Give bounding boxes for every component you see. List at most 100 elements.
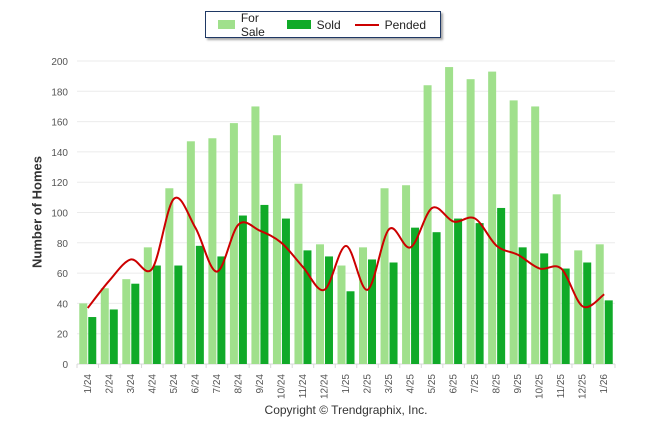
x-tick-label: 8/25 [492,374,503,394]
x-tick-label: 7/25 [470,374,481,394]
bar-for-sale [143,247,152,364]
bar-for-sale [208,138,217,364]
bar-for-sale [380,188,389,364]
x-tick-label: 12/24 [319,374,330,399]
bar-sold [217,256,226,364]
x-tick-label: 10/25 [535,374,546,399]
x-tick-label: 5/24 [169,374,180,394]
bar-sold [238,215,247,364]
y-tick-label: 140 [51,148,68,159]
bar-for-sale [445,67,454,364]
bar-sold [368,259,377,364]
bar-sold [152,265,161,364]
y-tick-label: 80 [57,239,69,250]
legend-item-pended[interactable]: Pended [354,17,426,32]
x-tick-label: 5/25 [427,374,438,394]
for-sale-swatch [218,20,235,29]
bar-sold [411,227,420,364]
x-tick-label: 11/24 [298,374,309,399]
bar-for-sale [251,106,260,364]
y-tick-labels: 0 20 40 60 80 100 120 140 160 180 200 [51,57,68,371]
bar-sold [561,268,570,364]
x-tick-label: 3/25 [384,374,395,394]
bar-for-sale [165,188,174,364]
bar-sold [475,223,484,364]
x-tick-label: 12/25 [578,374,589,399]
bar-sold [604,300,613,364]
bar-sold [88,317,97,364]
bar-for-sale [315,244,324,364]
bar-sold [174,265,183,364]
bar-for-sale [272,135,281,364]
bar-for-sale [488,71,497,364]
bar-for-sale [402,185,411,364]
x-tick-label: 2/24 [104,374,115,394]
x-tick-label: 4/25 [406,374,417,394]
bar-sold [109,309,118,364]
x-tick-label: 11/25 [556,374,567,399]
bar-sold [454,218,463,364]
legend-item-for-sale[interactable]: For Sale [218,11,273,39]
legend: For Sale Sold Pended [205,11,441,39]
bar-for-sale [423,85,432,365]
y-tick-label: 20 [57,330,69,341]
legend-label: For Sale [240,10,265,39]
y-tick-label: 160 [51,118,68,129]
bar-for-sale [122,279,131,364]
x-tick-label: 1/26 [599,374,610,394]
y-tick-label: 180 [51,87,68,98]
x-tick-label: 4/24 [147,374,158,394]
bar-for-sale [359,247,368,364]
bar-sold [195,245,204,364]
bar-sold [432,232,441,364]
bar-sold [260,204,269,364]
x-tick-label: 10/24 [276,374,287,399]
y-tick-label: 60 [57,269,69,280]
y-tick-label: 40 [57,299,69,310]
x-tick-label: 6/24 [190,374,201,394]
bar-for-sale [337,265,346,364]
y-axis-label: Number of Homes [29,156,45,268]
bar-sold [303,250,312,364]
bar-for-sale [186,141,195,364]
legend-item-sold[interactable]: Sold [286,17,341,32]
bar-sold [389,262,398,364]
pended-swatch [354,23,379,26]
bar-for-sale [79,303,88,364]
bars [79,67,613,365]
bar-for-sale [574,250,583,364]
bar-sold [131,283,140,364]
copyright-footer: Copyright © Trendgraphix, Inc. [264,403,428,417]
x-tick-label: 1/25 [341,374,352,394]
bar-sold [324,256,333,364]
bar-for-sale [229,123,238,365]
x-tick-label: 7/24 [212,374,223,394]
bar-sold [346,291,355,364]
y-tick-label: 200 [51,57,68,68]
bar-for-sale [294,183,303,364]
x-tick-label: 9/24 [255,374,266,394]
bar-sold [540,253,549,364]
pended-series-line [86,196,605,309]
x-tick-label: 9/25 [513,374,524,394]
x-tick-labels: 1/24 2/24 3/24 4/24 5/24 6/24 7/24 8/24 9/24 10/2… [83,374,610,399]
x-tick-label: 6/25 [449,374,460,394]
bar-for-sale [509,100,518,364]
bar-for-sale [466,79,475,365]
sold-swatch [286,20,311,29]
bar-for-sale [595,244,604,364]
bar-for-sale [100,288,109,364]
x-tick-label: 8/24 [233,374,244,394]
bar-for-sale [531,106,540,364]
bar-sold [281,218,290,364]
bar-for-sale [552,194,561,364]
y-tick-label: 120 [51,178,68,189]
y-tick-label: 0 [62,360,68,371]
bar-sold [497,207,506,364]
legend-label: Pended [384,17,426,32]
x-tick-label: 2/25 [363,374,374,394]
x-tick-label: 1/24 [83,374,94,394]
legend-label: Sold [316,17,341,32]
y-tick-label: 100 [51,209,68,220]
